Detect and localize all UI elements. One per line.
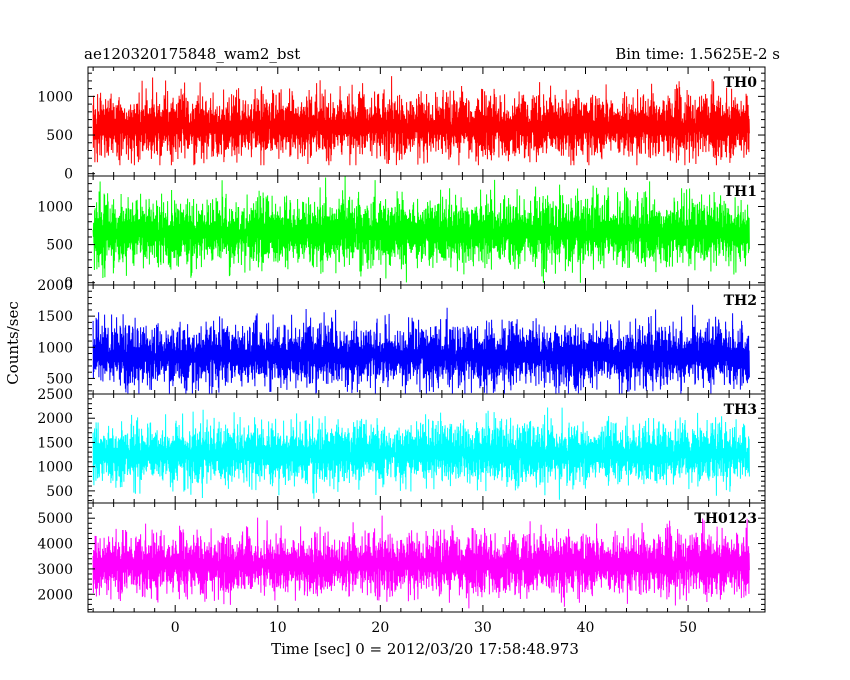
- series-th2-line: [92, 304, 750, 394]
- panel-th2: 500 1000 1500 2000 TH2: [37, 278, 766, 395]
- x-tick-label: 0: [171, 620, 180, 636]
- x-tick-label: 30: [474, 620, 492, 636]
- y-tick-label: 2000: [37, 278, 73, 294]
- panel-th3: 500 1000 1500 2000 2500 TH3: [37, 387, 766, 504]
- y-tick-label: 500: [46, 371, 73, 387]
- y-tick-label: 3000: [37, 562, 73, 578]
- series-label: TH3: [724, 402, 757, 418]
- y-tick-label: 5000: [37, 511, 73, 527]
- y-tick-label: 0: [64, 276, 73, 292]
- y-tick-label: 1000: [37, 340, 73, 356]
- chart-title: ae120320175848_wam2_bst: [84, 45, 300, 63]
- y-tick-label: 2000: [37, 587, 73, 603]
- y-tick-label: 1000: [37, 199, 73, 215]
- y-tick-label: 1000: [37, 460, 73, 476]
- x-tick-label: 50: [679, 620, 697, 636]
- x-tick-label: 40: [577, 620, 595, 636]
- panel-th1: 0 500 1000 TH1: [37, 175, 766, 292]
- y-tick-label: 2000: [37, 411, 73, 427]
- x-tick-label: 20: [371, 620, 389, 636]
- y-tick-label: 0: [64, 167, 73, 183]
- y-axis-label: Counts/sec: [4, 301, 22, 385]
- series-label: TH0: [724, 75, 758, 91]
- series-label: TH1: [724, 184, 757, 200]
- panel-frame: [87, 502, 766, 613]
- x-axis-label: Time [sec] 0 = 2012/03/20 17:58:48.973: [271, 640, 579, 658]
- x-tick-label: 10: [269, 620, 287, 636]
- series-th0-line: [92, 76, 750, 166]
- series-th1-line: [92, 176, 750, 283]
- y-tick-label: 1500: [37, 309, 73, 325]
- panel-th0123: 2000 3000 4000 5000 TH0123: [37, 502, 766, 613]
- y-tick-label: 500: [46, 238, 73, 254]
- series-label: TH2: [724, 293, 757, 309]
- bin-time-label: Bin time: 1.5625E-2 s: [615, 45, 780, 63]
- y-tick-label: 1000: [37, 89, 73, 105]
- y-tick-label: 2500: [37, 387, 73, 403]
- y-tick-label: 500: [46, 484, 73, 500]
- y-tick-label: 500: [46, 128, 73, 144]
- series-th0123-line: [92, 515, 750, 609]
- panel-th0: 0 500 1000 TH0: [37, 66, 766, 183]
- series-label: TH0123: [694, 511, 757, 527]
- y-tick-label: 4000: [37, 537, 73, 553]
- series-th3-line: [92, 407, 750, 500]
- y-tick-label: 1500: [37, 435, 73, 451]
